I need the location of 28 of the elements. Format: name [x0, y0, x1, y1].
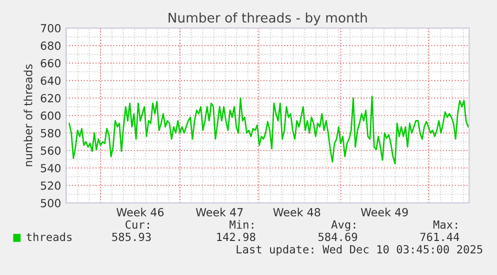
- text: 142.98: [217, 232, 256, 242]
- text: 761.44: [420, 232, 460, 242]
- x-tick-label: Week 46: [116, 208, 164, 216]
- line-series: [68, 96, 469, 164]
- text: Avg:: [331, 220, 356, 231]
- y-tick-label: 680: [40, 42, 60, 50]
- y-tick-label: 600: [40, 111, 60, 120]
- text: 585.93: [112, 232, 151, 242]
- x-tick-label: Week 48: [273, 208, 320, 216]
- legend-label: threads: [26, 232, 72, 242]
- text: Cur:: [126, 220, 149, 229]
- y-axis-title: number of threads: [24, 64, 32, 166]
- text: Max:: [433, 220, 458, 229]
- y-tick-label: 700: [40, 24, 60, 32]
- y-tick-label: 520: [40, 181, 60, 190]
- y-tick-label: 620: [40, 94, 60, 102]
- y-tick-label: 560: [40, 146, 60, 155]
- y-tick-label: 640: [40, 76, 60, 85]
- y-tick-label: 580: [40, 128, 60, 138]
- y-tick-label: 500: [40, 198, 60, 208]
- x-tick-label: Week 47: [196, 208, 243, 216]
- y-tick-label: 660: [40, 59, 60, 68]
- text: Last update: Wed Dec 10 03:45:00 2025: [236, 244, 482, 256]
- x-tick-label: Week 49: [360, 208, 408, 216]
- text: 584.69: [318, 232, 358, 242]
- chart-title: Number of threads - by month: [168, 12, 367, 26]
- y-tick-label: 540: [40, 164, 60, 172]
- text: Min:: [230, 220, 254, 229]
